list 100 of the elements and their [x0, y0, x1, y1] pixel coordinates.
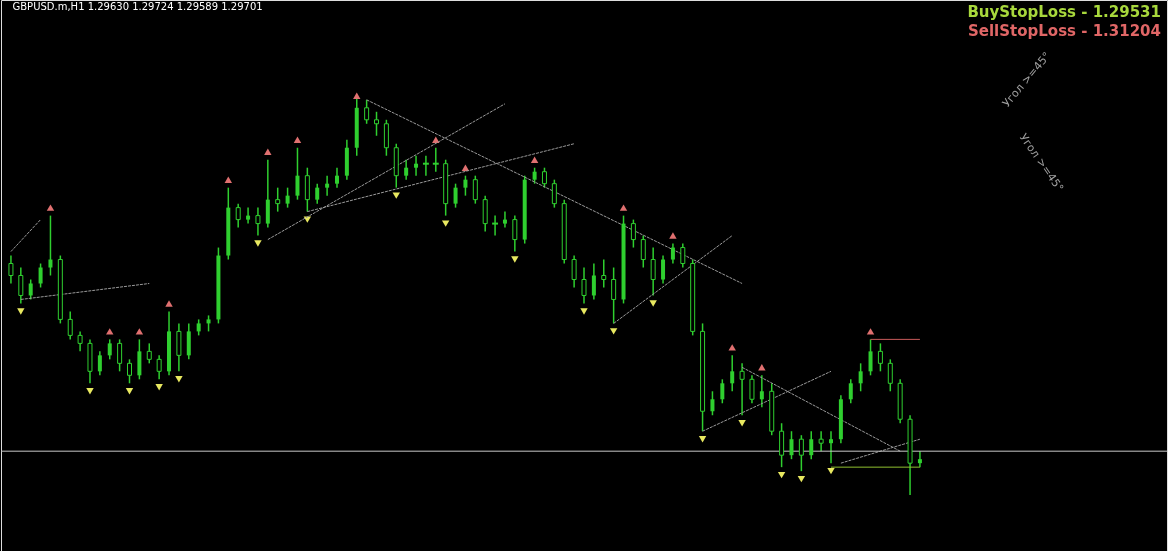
candlestick — [364, 99, 370, 125]
point — [609, 328, 618, 335]
candlestick — [680, 242, 686, 269]
candlestick — [97, 350, 102, 377]
point — [698, 435, 707, 443]
candlestick — [798, 434, 804, 472]
point — [649, 300, 657, 307]
candlestick — [156, 354, 162, 381]
candlestick — [334, 166, 339, 189]
candlestick — [304, 166, 310, 213]
candlestick — [482, 194, 488, 233]
candlestick — [818, 430, 824, 452]
candlestick — [611, 266, 617, 325]
point — [797, 475, 806, 483]
candlestick — [186, 322, 191, 361]
candlestick — [877, 342, 883, 373]
point — [392, 192, 400, 199]
point — [106, 328, 114, 335]
candlestick — [670, 242, 675, 265]
point — [135, 328, 144, 335]
text: BuyStopLoss - 1.29531 — [967, 3, 1161, 21]
candlestick — [374, 111, 380, 137]
candlestick — [601, 258, 607, 289]
point — [777, 471, 786, 479]
candlestick — [28, 278, 33, 301]
candlestick — [887, 358, 893, 393]
candlestick — [463, 174, 468, 197]
candlestick — [917, 450, 922, 468]
candlestick — [730, 354, 735, 393]
candlestick — [265, 158, 270, 229]
candlestick — [739, 362, 745, 416]
candlestick — [809, 430, 814, 460]
candlestick — [591, 262, 596, 301]
candlestick — [512, 214, 518, 253]
point — [619, 204, 628, 211]
candlestick — [137, 338, 142, 381]
candlestick — [127, 358, 132, 385]
candlestick — [868, 338, 873, 377]
point — [46, 204, 55, 211]
candlestick — [117, 338, 123, 373]
candlestick — [759, 374, 764, 409]
candlestick — [710, 390, 715, 416]
point — [758, 364, 766, 371]
candlestick — [453, 182, 458, 209]
candlestick — [630, 218, 636, 249]
candlestick — [8, 254, 14, 285]
candlestick — [404, 158, 409, 181]
candlestick — [295, 146, 300, 201]
point — [827, 467, 835, 475]
candlestick — [848, 378, 853, 405]
candlestick — [581, 266, 587, 305]
point — [738, 420, 746, 427]
candlestick — [720, 378, 725, 405]
candlestick — [472, 174, 478, 205]
candlestick — [661, 254, 666, 285]
chart-title: GBPUSD.m,H1 1.29630 1.29724 1.29589 1.29701 — [12, 1, 263, 12]
candlestick — [18, 266, 24, 305]
candlestick — [551, 178, 557, 209]
candlestick — [779, 422, 785, 468]
candlestick — [275, 186, 281, 213]
candlestick — [829, 430, 834, 464]
point — [254, 240, 262, 247]
text: SellStopLoss - 1.31204 — [968, 22, 1161, 40]
point — [530, 156, 539, 163]
candlestick — [176, 322, 182, 373]
candlestick — [285, 186, 290, 209]
point — [264, 148, 272, 155]
point — [293, 136, 302, 143]
candlestick — [541, 166, 547, 189]
candlestick — [48, 214, 53, 277]
candlestick — [146, 342, 152, 365]
point — [511, 256, 519, 263]
point — [155, 384, 163, 391]
candlestick — [383, 119, 389, 157]
candlestick — [38, 262, 43, 289]
point — [224, 176, 233, 183]
candlestick — [325, 174, 330, 197]
point — [441, 220, 450, 227]
point — [86, 388, 94, 395]
point — [353, 92, 361, 100]
candlestick — [235, 202, 241, 229]
candlestick — [502, 210, 507, 229]
point — [125, 388, 134, 395]
point — [866, 328, 875, 335]
candlestick — [107, 338, 112, 361]
candlestick — [315, 182, 320, 205]
candlestick — [789, 430, 794, 460]
point — [728, 344, 736, 351]
candlestick — [67, 310, 73, 341]
candlestick — [858, 362, 863, 393]
point — [17, 308, 25, 315]
point — [580, 308, 588, 315]
candlestick — [414, 154, 419, 177]
point — [165, 300, 173, 307]
candlestick — [255, 206, 261, 237]
candlestick — [650, 246, 656, 297]
point — [669, 232, 677, 239]
candlestick — [77, 330, 83, 353]
candlestick — [246, 206, 251, 225]
candlestick — [571, 254, 577, 289]
